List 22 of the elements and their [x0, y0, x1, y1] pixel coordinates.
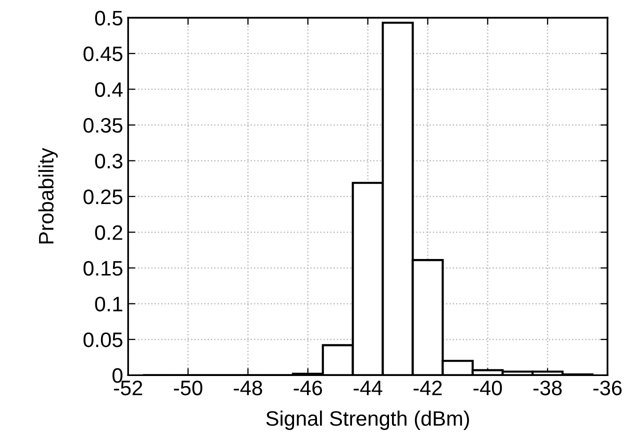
x-tick-label: -48 — [234, 380, 262, 396]
y-tick-label: 0.4 — [95, 82, 123, 97]
x-tick-label: -50 — [174, 380, 202, 396]
y-tick-label: 0.1 — [95, 296, 122, 312]
y-tick-label: 0.3 — [95, 154, 122, 168]
x-tick-label: -46 — [294, 380, 322, 396]
x-tick-label: -38 — [533, 380, 562, 396]
y-tick-label: 0.05 — [84, 332, 122, 348]
x-tick-label: -36 — [593, 380, 622, 396]
y-tick-label: 0.45 — [84, 46, 122, 62]
y-tick-label: 0 — [112, 368, 122, 383]
x-tick-label: -52 — [114, 380, 142, 396]
x-tick-label: -42 — [414, 380, 442, 396]
y-tick-label: 0.5 — [95, 10, 122, 26]
y-tick-label: 0.2 — [95, 225, 122, 240]
y-tick-label: 0.15 — [84, 260, 122, 276]
y-tick-label: 0.25 — [84, 189, 122, 204]
x-axis-title: Signal Strength (dBm) — [266, 410, 470, 430]
x-tick-label: -40 — [474, 380, 502, 396]
x-tick-label: -44 — [354, 380, 382, 396]
y-axis-title: Probability — [38, 148, 58, 244]
y-tick-label: 0.35 — [84, 118, 122, 133]
